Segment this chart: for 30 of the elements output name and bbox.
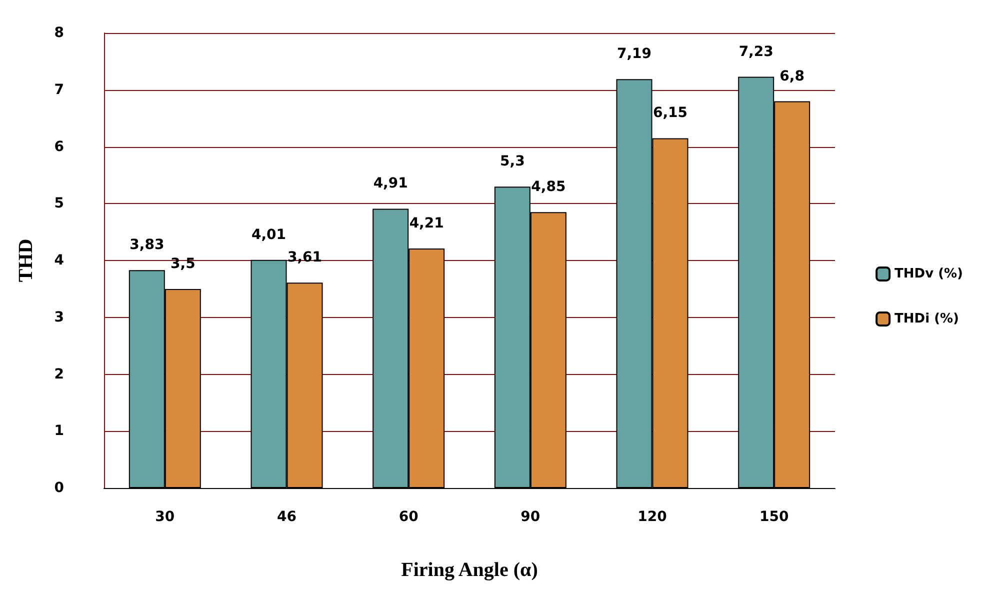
x-tick-label: 90 bbox=[520, 509, 540, 525]
data-label: 3,5 bbox=[170, 256, 196, 272]
y-tick-label: 1 bbox=[54, 423, 64, 440]
y-tick-label: 8 bbox=[54, 25, 64, 41]
y-tick-label: 3 bbox=[54, 309, 64, 326]
y-tick-label: 0 bbox=[54, 480, 64, 496]
data-label: 5,3 bbox=[500, 154, 525, 170]
legend-label: THDi (%) bbox=[894, 312, 959, 326]
data-label: 4,01 bbox=[251, 226, 286, 243]
data-label: 6,8 bbox=[780, 68, 804, 84]
data-label: 6,15 bbox=[652, 105, 688, 122]
y-tick-label: 4 bbox=[54, 252, 64, 268]
x-tick-label: 150 bbox=[759, 509, 789, 525]
y-tick-label: 7 bbox=[54, 82, 64, 98]
data-label: 3,83 bbox=[130, 237, 164, 254]
y-tick-label: 6 bbox=[54, 138, 64, 155]
x-axis-title: Firing Angle (α) bbox=[401, 559, 538, 581]
data-label: 4,21 bbox=[409, 216, 444, 232]
legend-label: THDv (%) bbox=[894, 266, 964, 282]
x-tick-label: 120 bbox=[638, 509, 668, 525]
y-axis-title: THD bbox=[15, 238, 37, 282]
x-tick-label: 60 bbox=[398, 509, 419, 525]
data-label: 7,23 bbox=[738, 44, 774, 60]
data-label: 4,91 bbox=[373, 176, 408, 192]
data-label: 7,19 bbox=[616, 46, 652, 62]
x-tick-label: 30 bbox=[155, 509, 175, 525]
y-tick-label: 2 bbox=[54, 366, 64, 382]
data-label: 4,85 bbox=[531, 179, 566, 196]
y-tick-label: 5 bbox=[54, 196, 64, 212]
x-tick-label: 46 bbox=[277, 509, 296, 525]
